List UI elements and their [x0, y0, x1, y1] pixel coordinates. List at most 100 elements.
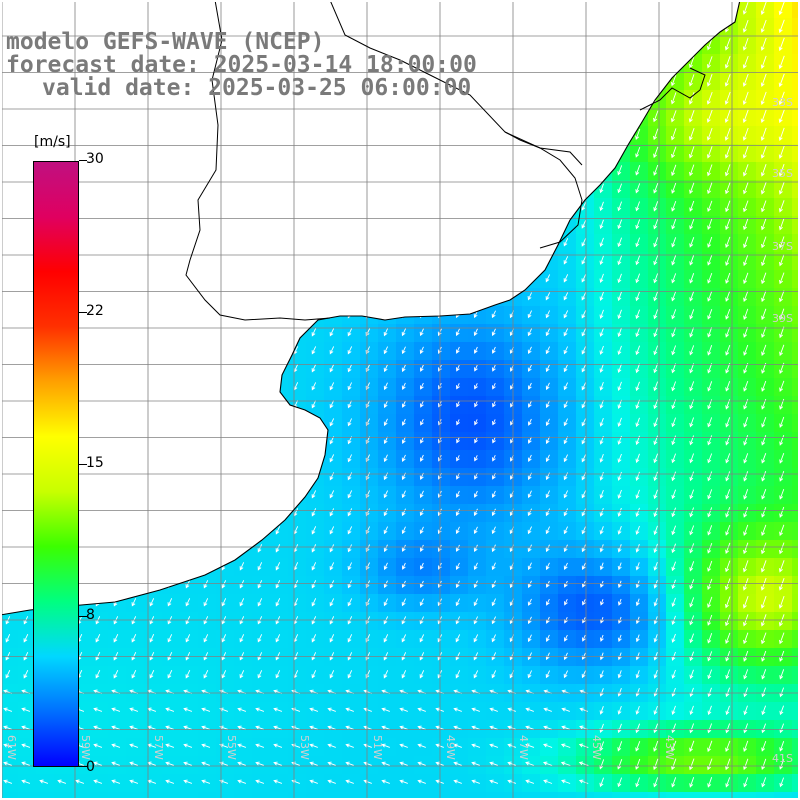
wind-arrow	[761, 290, 767, 303]
wind-cell	[36, 108, 55, 127]
wind-arrow	[453, 707, 462, 712]
wind-cell	[558, 756, 577, 775]
wind-arrow	[560, 743, 571, 748]
wind-cell	[18, 90, 37, 109]
wind-arrow	[707, 633, 713, 644]
wind-cell	[108, 576, 127, 595]
wind-cell	[792, 774, 800, 793]
wind-cell	[702, 252, 721, 271]
wind-arrow	[527, 436, 532, 444]
wind-arrow	[401, 652, 407, 661]
wind-cell	[360, 504, 379, 523]
wind-arrow	[671, 543, 677, 554]
wind-cell	[486, 702, 505, 721]
wind-cell	[126, 738, 145, 757]
wind-arrow	[527, 238, 533, 247]
wind-cell	[432, 108, 451, 127]
wind-arrow	[779, 777, 785, 788]
wind-arrow	[185, 652, 191, 661]
wind-cell	[450, 630, 469, 649]
wind-cell	[486, 0, 505, 19]
wind-cell	[144, 522, 163, 541]
wind-arrow	[311, 454, 317, 463]
wind-arrow	[293, 328, 299, 337]
wind-arrow	[239, 526, 245, 535]
wind-cell	[630, 738, 649, 757]
wind-arrow	[761, 272, 767, 285]
wind-cell	[144, 612, 163, 631]
wind-cell	[0, 360, 19, 379]
wind-arrow	[167, 346, 173, 355]
wind-arrow	[653, 255, 659, 266]
wind-cell	[666, 144, 685, 163]
wind-arrow	[617, 471, 622, 481]
wind-arrow	[563, 562, 568, 570]
wind-arrow	[725, 435, 731, 446]
wind-arrow	[201, 707, 211, 712]
wind-cell	[594, 90, 613, 109]
wind-arrow	[581, 562, 586, 570]
wind-cell	[180, 324, 199, 343]
wind-arrow	[635, 291, 641, 302]
wind-cell	[252, 198, 271, 217]
wind-arrow	[203, 400, 209, 409]
wind-cell	[108, 180, 127, 199]
wind-arrow	[653, 777, 659, 788]
wind-arrow	[185, 400, 191, 409]
wind-arrow	[635, 471, 640, 481]
wind-cell	[414, 774, 433, 793]
wind-cell	[576, 54, 595, 73]
wind-arrow	[293, 418, 299, 427]
wind-arrow	[95, 562, 101, 571]
wind-arrow	[257, 256, 263, 265]
wind-cell	[468, 270, 487, 289]
wind-arrow	[563, 130, 569, 139]
wind-arrow	[581, 580, 586, 588]
wind-arrow	[21, 779, 31, 784]
wind-arrow	[185, 130, 191, 139]
wind-arrow	[399, 707, 408, 712]
wind-arrow	[167, 328, 173, 337]
wind-cell	[342, 738, 361, 757]
wind-cell	[666, 216, 685, 235]
wind-cell	[774, 414, 793, 433]
wind-arrow	[167, 202, 173, 211]
wind-cell	[720, 702, 739, 721]
wind-arrow	[347, 418, 353, 427]
wind-arrow	[239, 292, 245, 301]
wind-arrow	[275, 562, 281, 571]
wind-cell	[54, 774, 73, 793]
wind-arrow	[23, 328, 29, 337]
wind-arrow	[131, 220, 137, 229]
wind-arrow	[347, 490, 353, 499]
wind-cell	[432, 738, 451, 757]
wind-arrow	[742, 55, 749, 69]
wind-cell	[234, 234, 253, 253]
wind-cell	[234, 432, 253, 451]
wind-arrow	[743, 489, 749, 500]
wind-arrow	[329, 112, 335, 121]
wind-cell	[558, 108, 577, 127]
wind-cell	[252, 594, 271, 613]
wind-cell	[162, 180, 181, 199]
wind-arrow	[383, 292, 389, 301]
wind-cell	[774, 0, 793, 19]
wind-cell	[90, 702, 109, 721]
wind-cell	[396, 756, 415, 775]
wind-arrow	[347, 202, 353, 211]
wind-cell	[0, 432, 19, 451]
wind-arrow	[3, 743, 13, 748]
wind-arrow	[401, 526, 406, 535]
wind-arrow	[329, 328, 335, 337]
wind-arrow	[491, 490, 496, 498]
wind-arrow	[474, 365, 478, 372]
wind-cell	[540, 72, 559, 91]
wind-cell	[0, 774, 19, 793]
wind-cell	[18, 666, 37, 685]
wind-cell	[594, 0, 613, 19]
wind-cell	[306, 576, 325, 595]
wind-arrow	[706, 146, 713, 159]
wind-arrow	[401, 400, 406, 408]
wind-arrow	[167, 184, 173, 193]
wind-arrow	[257, 454, 263, 463]
